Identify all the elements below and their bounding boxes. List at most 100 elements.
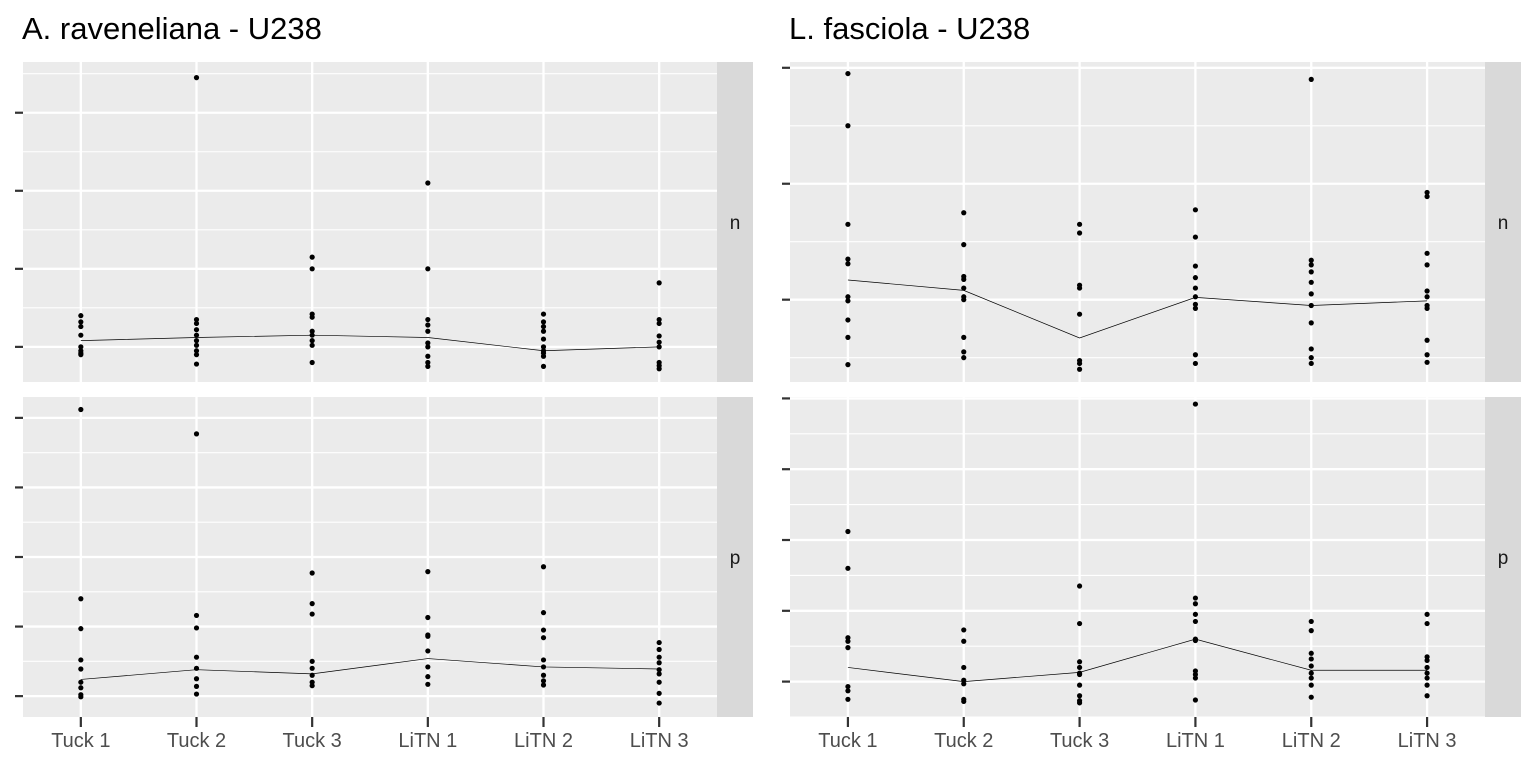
data-point xyxy=(656,333,662,339)
facet-strip-label: n xyxy=(1498,213,1509,234)
data-point xyxy=(1192,207,1199,213)
data-point xyxy=(1424,693,1430,699)
data-point xyxy=(193,676,200,682)
data-point xyxy=(1308,618,1314,625)
data-point xyxy=(1308,670,1314,676)
facet-strip xyxy=(717,397,753,717)
data-point xyxy=(1076,700,1083,706)
data-point xyxy=(193,348,200,354)
x-tick-label: Tuck 2 xyxy=(934,730,993,752)
data-point xyxy=(845,294,851,300)
data-point xyxy=(1424,337,1430,343)
data-point xyxy=(425,359,431,366)
data-point xyxy=(1192,601,1199,607)
data-point xyxy=(1308,302,1314,309)
data-point xyxy=(845,645,851,651)
data-point xyxy=(1424,288,1430,294)
data-point xyxy=(961,698,967,705)
data-point xyxy=(193,654,200,660)
data-point xyxy=(78,313,84,319)
data-point xyxy=(309,266,315,272)
data-point xyxy=(1192,401,1199,407)
data-point xyxy=(1192,275,1199,281)
data-point xyxy=(845,123,851,129)
data-point xyxy=(309,672,315,678)
chart-panel-2: n p Tuck 1 Tuck 2 Tuck 3 LiTN 1 LiTN 2 LiTN 3 xyxy=(782,62,1521,752)
data-point xyxy=(193,332,200,338)
data-point xyxy=(845,334,851,340)
data-point xyxy=(540,323,547,330)
data-point xyxy=(193,316,200,323)
data-point xyxy=(1308,279,1314,285)
data-point xyxy=(193,338,200,344)
data-point xyxy=(193,320,200,327)
data-point xyxy=(1192,611,1199,617)
data-point xyxy=(961,210,967,216)
data-point xyxy=(656,280,662,286)
data-point xyxy=(309,314,315,320)
data-point xyxy=(425,674,431,680)
data-point xyxy=(656,320,662,327)
data-point xyxy=(1076,671,1083,678)
data-point xyxy=(1424,682,1430,688)
data-point xyxy=(540,564,547,570)
data-point xyxy=(425,569,431,575)
data-point xyxy=(656,660,662,666)
panel-background xyxy=(790,62,1485,382)
data-point xyxy=(540,353,547,359)
data-point xyxy=(656,667,662,673)
data-point xyxy=(1308,346,1314,352)
data-point xyxy=(78,352,84,358)
data-point xyxy=(78,344,84,350)
data-point xyxy=(1192,360,1199,367)
data-point xyxy=(1308,360,1314,367)
data-point xyxy=(309,601,315,607)
data-point xyxy=(1076,221,1083,227)
data-point xyxy=(78,626,84,632)
data-point xyxy=(961,638,967,644)
data-point xyxy=(1308,628,1314,634)
data-point xyxy=(845,362,851,368)
data-point xyxy=(1076,620,1083,627)
data-point xyxy=(656,344,662,350)
data-point xyxy=(961,285,967,291)
data-point xyxy=(1192,285,1199,291)
data-point xyxy=(540,672,547,678)
data-point xyxy=(1424,262,1430,268)
data-point xyxy=(78,685,84,691)
x-tick-label: LiTN 1 xyxy=(398,730,457,752)
x-tick-label: Tuck 3 xyxy=(283,730,342,752)
data-point xyxy=(1192,234,1199,240)
x-tick-label: Tuck 1 xyxy=(818,730,877,752)
data-point xyxy=(656,639,662,646)
data-point xyxy=(845,298,851,304)
data-point xyxy=(540,682,547,688)
data-point xyxy=(425,353,431,359)
data-point xyxy=(656,679,662,685)
data-point xyxy=(309,338,315,344)
facet-strip-label: n xyxy=(730,213,741,234)
x-tick-label: Tuck 1 xyxy=(51,730,110,752)
data-point xyxy=(1308,675,1314,681)
facet-strip-label: p xyxy=(730,548,741,569)
data-point xyxy=(78,596,84,602)
data-point xyxy=(1308,262,1314,268)
data-point xyxy=(1076,583,1083,589)
data-point xyxy=(540,664,547,670)
data-point xyxy=(78,657,84,663)
x-tick-label: LiTN 3 xyxy=(630,730,689,752)
data-point xyxy=(540,678,547,684)
data-point xyxy=(1192,305,1199,311)
data-point xyxy=(425,648,431,654)
data-point xyxy=(961,297,967,303)
data-point xyxy=(1192,294,1199,300)
series-line xyxy=(847,638,1428,682)
data-point xyxy=(425,316,431,323)
data-point xyxy=(1192,263,1199,269)
data-point xyxy=(78,679,84,685)
data-point xyxy=(1076,311,1083,317)
data-point xyxy=(425,681,431,687)
facet-strip-label: p xyxy=(1498,548,1509,569)
data-point xyxy=(1076,693,1083,699)
